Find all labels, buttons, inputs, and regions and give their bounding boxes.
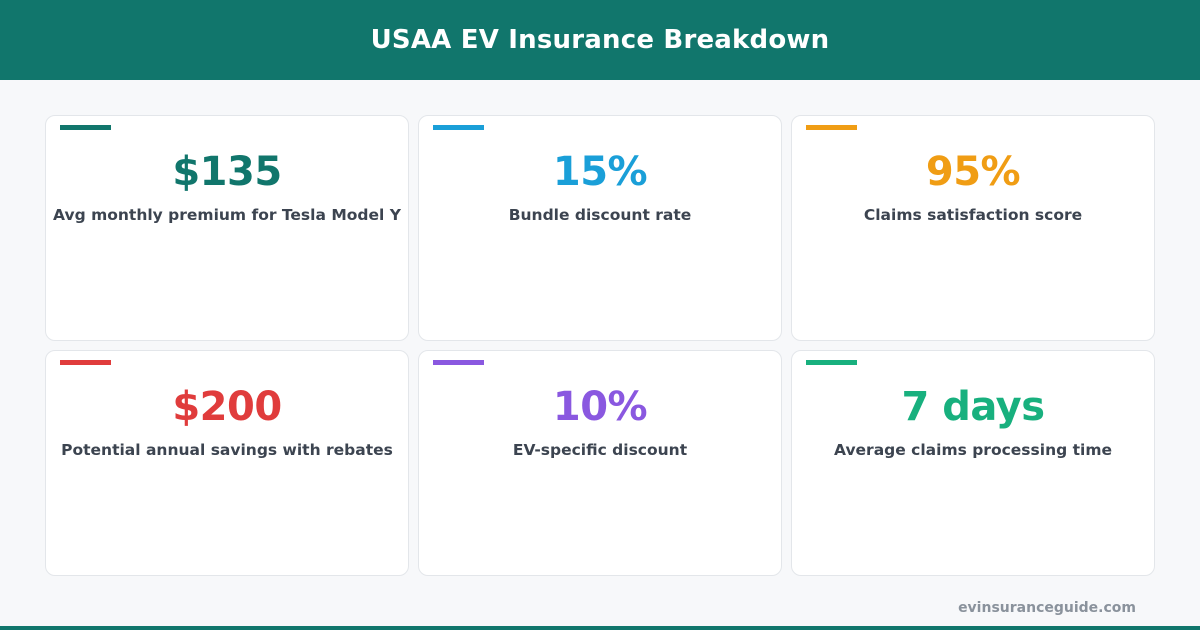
stat-value: $135 <box>172 149 282 195</box>
site-url: evinsuranceguide.com <box>958 600 1136 616</box>
stat-value: 15% <box>552 149 648 195</box>
stat-label: Potential annual savings with rebates <box>61 441 393 459</box>
header-banner: USAA EV Insurance Breakdown <box>0 0 1200 80</box>
card-accent-bar <box>433 125 484 130</box>
bottom-accent-bar <box>0 626 1200 630</box>
card-accent-bar <box>60 125 111 130</box>
stat-card-annual-savings: $200 Potential annual savings with rebat… <box>45 350 409 576</box>
stat-label: Average claims processing time <box>834 441 1112 459</box>
stat-label: Claims satisfaction score <box>863 206 1083 224</box>
stat-card-ev-discount: 10% EV-specific discount <box>418 350 782 576</box>
stat-value: 95% <box>925 149 1021 195</box>
card-accent-bar <box>806 125 857 130</box>
stat-card-claims-satisfaction: 95% Claims satisfaction score <box>791 115 1155 341</box>
card-accent-bar <box>806 360 857 365</box>
stat-card-monthly-premium: $135 Avg monthly premium for Tesla Model… <box>45 115 409 341</box>
stat-card-claims-processing: 7 days Average claims processing time <box>791 350 1155 576</box>
stat-card-grid: $135 Avg monthly premium for Tesla Model… <box>45 115 1155 576</box>
stat-value: 10% <box>552 384 648 430</box>
card-accent-bar <box>433 360 484 365</box>
stat-value: 7 days <box>901 384 1045 430</box>
stat-value: $200 <box>172 384 282 430</box>
stat-label: Bundle discount rate <box>508 206 692 224</box>
stat-label: EV-specific discount <box>512 441 688 459</box>
stat-label: Avg monthly premium for Tesla Model Y <box>53 206 401 224</box>
card-accent-bar <box>60 360 111 365</box>
page-title: USAA EV Insurance Breakdown <box>370 25 830 55</box>
stat-card-bundle-discount: 15% Bundle discount rate <box>418 115 782 341</box>
